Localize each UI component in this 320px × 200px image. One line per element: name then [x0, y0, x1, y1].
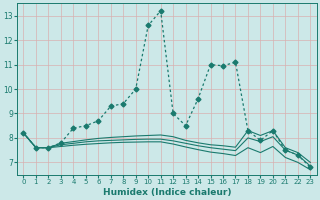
X-axis label: Humidex (Indice chaleur): Humidex (Indice chaleur)	[103, 188, 231, 197]
